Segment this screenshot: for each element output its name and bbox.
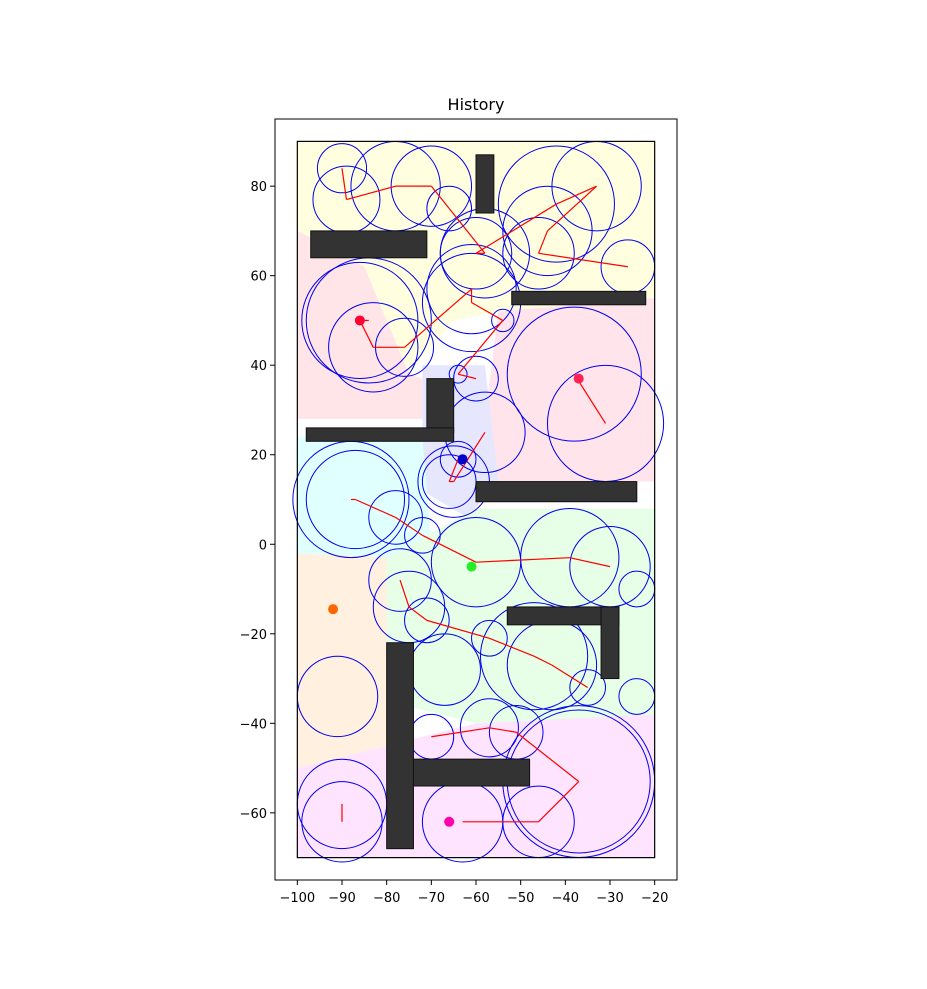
obstacle-5 <box>475 481 638 503</box>
x-tick-label: −50 <box>507 891 534 906</box>
route-edge-13 <box>359 320 374 348</box>
route-edge-30 <box>422 534 477 563</box>
data-point-5-0 <box>444 816 455 827</box>
y-tick-label: 80 <box>250 180 267 195</box>
y-tick-label: 60 <box>250 270 267 285</box>
coverage-circle-21 <box>506 306 642 442</box>
y-tick-label: −60 <box>240 807 267 822</box>
y-tick-label: −20 <box>240 628 267 643</box>
coverage-circle-0 <box>316 143 368 194</box>
route-edge-43 <box>431 727 490 738</box>
x-tick-label: −80 <box>373 891 400 906</box>
region-2 <box>476 298 655 482</box>
route-edge-36 <box>426 619 490 639</box>
region-4 <box>297 436 432 558</box>
data-point-2-0 <box>457 454 468 465</box>
route-edge-45 <box>515 731 580 782</box>
boundary-rect <box>296 140 656 859</box>
y-tick-label: 20 <box>250 449 267 464</box>
plot-area <box>292 140 665 863</box>
route-edge-1 <box>346 185 396 201</box>
route-edge-15 <box>404 288 472 348</box>
chart-title: History <box>448 95 505 114</box>
route-edge-3 <box>430 185 450 209</box>
coverage-circle-37 <box>471 619 508 657</box>
y-tick-label: 0 <box>259 538 267 553</box>
coverage-circle-6 <box>439 217 513 290</box>
route-edge-8 <box>547 185 598 232</box>
y-tick-label: 40 <box>250 359 267 374</box>
x-tick-label: −30 <box>596 891 623 906</box>
route-edge-23 <box>453 432 486 482</box>
coverage-circle-44 <box>459 698 519 758</box>
region-6 <box>297 553 387 769</box>
route-edge-17 <box>471 302 504 321</box>
obstacle-1 <box>475 154 495 214</box>
coverage-circle-26 <box>439 440 477 478</box>
route-edge-37 <box>489 637 535 657</box>
data-point-3-0 <box>466 561 477 572</box>
route-edge-39 <box>551 664 588 689</box>
route-edge-6 <box>475 203 557 254</box>
x-tick-label: −40 <box>552 891 579 906</box>
obstacle-4 <box>305 427 455 442</box>
obstacle-8 <box>386 642 414 850</box>
route-edge-25 <box>448 458 459 482</box>
coverage-circle-51 <box>301 781 383 863</box>
coverage-circle-16 <box>426 243 517 335</box>
route-edge-10 <box>538 252 628 268</box>
obstacle-2 <box>511 290 647 306</box>
route-edge-18 <box>457 320 504 375</box>
route-edge-7 <box>556 185 597 205</box>
coverage-circle-10 <box>502 217 575 290</box>
coverage-circle-7 <box>497 145 615 263</box>
x-tick-label: −90 <box>328 891 355 906</box>
obstacle-7 <box>600 606 620 680</box>
route-edge-31 <box>475 557 570 563</box>
route-edge-29 <box>395 516 423 536</box>
coverage-circle-13 <box>301 261 419 380</box>
obstacle-0 <box>310 230 428 259</box>
data-point-4-0 <box>328 604 339 615</box>
x-tick-label: −60 <box>462 891 489 906</box>
route-edge-38 <box>533 655 553 666</box>
coverage-circle-28 <box>305 449 406 550</box>
coverage-circle-38 <box>479 602 589 711</box>
axes: −100 −90 −80 −70 −60 −50 −40 −30 −20 −60 −40 −20 0 20… <box>240 118 678 906</box>
x-tick-label: −100 <box>279 891 315 906</box>
coverage-circle-14 <box>328 302 419 393</box>
route-edge-9 <box>537 230 549 254</box>
route-edge-34 <box>399 579 410 608</box>
route-edge-4 <box>448 208 486 254</box>
obstacle-3 <box>426 378 455 433</box>
data-point-0-0 <box>354 315 365 326</box>
y-tick-label: −40 <box>240 717 267 732</box>
route-edge-35 <box>408 606 428 621</box>
coverage-circle-3 <box>390 145 473 227</box>
coverage-circle-40 <box>569 669 607 706</box>
x-tick-label: −70 <box>418 891 445 906</box>
route-edge-32 <box>569 557 611 568</box>
route-edge-47 <box>538 781 580 823</box>
coverage-circle-9 <box>502 185 593 277</box>
route-edge-28 <box>355 498 396 518</box>
x-tick-label: −20 <box>641 891 668 906</box>
route-edge-0 <box>341 168 348 200</box>
coverage-circle-34 <box>368 548 432 612</box>
coverage-circle-18 <box>491 308 515 333</box>
data-point-1-0 <box>573 373 584 384</box>
route-edge-44 <box>489 727 517 733</box>
route-edge-19 <box>457 373 477 380</box>
obstacle-9 <box>412 758 531 787</box>
coverage-circle-4 <box>426 185 473 232</box>
coverage-circle-36 <box>404 597 450 644</box>
